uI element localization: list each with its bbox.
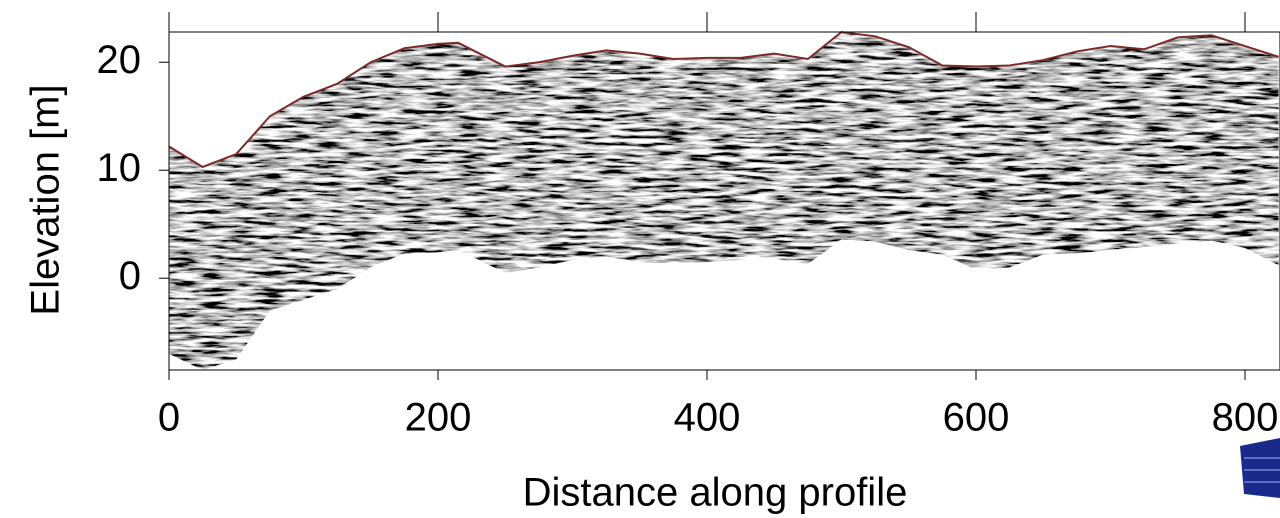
x-tick-label: 400 bbox=[674, 396, 741, 440]
y-axis-label: Elevation [m] bbox=[24, 84, 68, 315]
radargram-section bbox=[169, 32, 1279, 370]
x-tick-label: 200 bbox=[405, 396, 472, 440]
logo bbox=[1240, 438, 1280, 498]
y-tick-label: 10 bbox=[97, 146, 142, 190]
surface-line bbox=[168, 30, 1279, 169]
x-axis-label: Distance along profile bbox=[523, 471, 908, 515]
plot-area bbox=[168, 30, 1279, 370]
x-tick-label: 0 bbox=[158, 396, 180, 440]
x-tick-label: 600 bbox=[943, 396, 1010, 440]
y-tick-label: 0 bbox=[119, 254, 141, 298]
x-tick-label: 800 bbox=[1212, 396, 1279, 440]
y-tick-label: 20 bbox=[97, 38, 142, 82]
